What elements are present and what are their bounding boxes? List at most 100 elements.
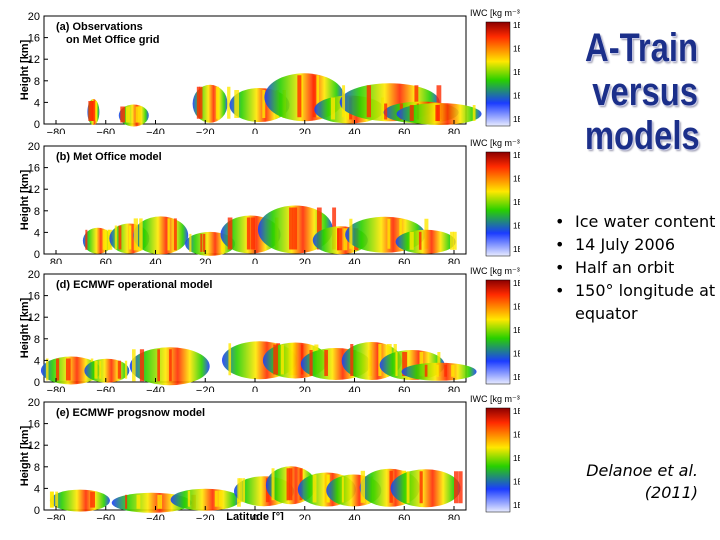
x-tick-label: −80 bbox=[47, 385, 66, 392]
y-axis-label: Height [km] bbox=[19, 425, 31, 486]
y-tick-label: 12 bbox=[28, 312, 40, 324]
y-tick-label: 20 bbox=[28, 397, 40, 409]
y-tick-label: 8 bbox=[34, 334, 40, 346]
cloud-streak bbox=[418, 231, 422, 250]
citation-authors: Delanoe et al. bbox=[586, 461, 698, 480]
panel-label: (e) ECMWF progsnow model bbox=[56, 407, 205, 419]
cloud-streak bbox=[312, 75, 316, 118]
panel-sublabel: on Met Office grid bbox=[66, 34, 160, 46]
cloud-streak bbox=[120, 106, 126, 123]
cloud-streak bbox=[366, 85, 372, 118]
x-tick-label: −80 bbox=[47, 513, 66, 520]
cloud-streak bbox=[46, 358, 49, 381]
y-tick-label: 16 bbox=[28, 419, 40, 431]
title-line-2: versus bbox=[592, 70, 698, 114]
colorbar-tick-label: 1E−4 bbox=[513, 45, 520, 54]
cloud-streak bbox=[453, 231, 457, 250]
colorbar-tick-label: 1E−6 bbox=[513, 92, 520, 101]
cloud-streak bbox=[342, 85, 346, 118]
cloud-streak bbox=[349, 218, 353, 249]
cloud-streak bbox=[55, 358, 60, 381]
colorbar-tick-label: 1E−3 bbox=[513, 279, 520, 288]
x-tick-label: −40 bbox=[146, 127, 165, 134]
cloud-streak bbox=[139, 218, 143, 251]
cloud-streak bbox=[189, 233, 192, 252]
colorbar bbox=[485, 279, 511, 385]
colorbar-tick-label: 1E−6 bbox=[513, 350, 520, 359]
bullet-orbit: Half an orbit bbox=[550, 256, 720, 279]
x-axis-label: Latitude [°] bbox=[226, 511, 284, 520]
citation: Delanoe et al. (2011) bbox=[560, 460, 698, 504]
x-tick-label: 0 bbox=[252, 513, 258, 520]
colorbar-tick-label: 1E−7 bbox=[513, 501, 520, 510]
x-tick-label: −20 bbox=[196, 513, 215, 520]
x-tick-label: 0 bbox=[252, 127, 258, 134]
x-tick-label: 20 bbox=[199, 257, 211, 264]
cloud-blob bbox=[390, 469, 461, 508]
cloud-streak bbox=[117, 360, 122, 379]
cloud-streak bbox=[300, 75, 303, 118]
panel-label: (b) Met Office model bbox=[56, 151, 162, 163]
cloud-blob bbox=[49, 489, 110, 512]
cloud-streak bbox=[337, 228, 342, 251]
cloud-streak bbox=[378, 344, 382, 376]
x-tick-label: 40 bbox=[348, 257, 360, 264]
cloud-streak bbox=[133, 218, 138, 251]
cloud-streak bbox=[262, 90, 266, 118]
y-tick-label: 4 bbox=[34, 97, 40, 109]
cloud-streak bbox=[214, 490, 218, 507]
cloud-streak bbox=[132, 349, 136, 382]
x-tick-label: 60 bbox=[398, 513, 410, 520]
cloud-blob bbox=[84, 358, 130, 383]
colorbar-tick-label: 1E−7 bbox=[513, 245, 520, 254]
cloud-streak bbox=[169, 349, 172, 382]
colorbar-tick-label: 1E−3 bbox=[513, 151, 520, 160]
cloud-streak bbox=[309, 350, 313, 376]
cloud-streak bbox=[395, 352, 398, 376]
cloud-streak bbox=[280, 344, 284, 375]
cloud-streak bbox=[250, 217, 256, 250]
cloud-streak bbox=[85, 229, 88, 250]
cloud-streak bbox=[436, 364, 439, 377]
cloud-streak bbox=[239, 478, 243, 503]
cloud-streak bbox=[436, 105, 439, 121]
cloud-streak bbox=[128, 225, 132, 250]
cloud-streak bbox=[451, 364, 455, 377]
cloud-streak bbox=[203, 233, 206, 252]
y-tick-label: 12 bbox=[28, 54, 40, 66]
colorbar-unit: IWC [kg m⁻³] bbox=[470, 266, 520, 276]
citation-year: (2011) bbox=[644, 483, 698, 502]
y-tick-label: 20 bbox=[28, 269, 40, 281]
title-line-3: models bbox=[584, 114, 700, 158]
y-tick-label: 16 bbox=[28, 163, 40, 175]
cloud-streak bbox=[173, 218, 177, 251]
cloud-streak bbox=[343, 228, 348, 251]
cloud-streak bbox=[384, 103, 388, 120]
y-tick-label: 4 bbox=[34, 227, 40, 239]
cloud-streak bbox=[94, 360, 98, 379]
y-tick-label: 0 bbox=[34, 377, 40, 389]
y-axis-label: Height [km] bbox=[19, 169, 31, 230]
cloud-streak bbox=[312, 474, 317, 503]
x-tick-label: 40 bbox=[149, 257, 161, 264]
cloud-streak bbox=[286, 468, 290, 501]
colorbar-tick-label: 1E−3 bbox=[513, 407, 520, 416]
x-tick-label: 0 bbox=[252, 385, 258, 392]
figure-panel: 20 16 12 8 4 0 Height [km] −80 −60 −40 −20 0 20 40 60 8… bbox=[0, 6, 532, 139]
cloud-streak bbox=[234, 90, 240, 118]
panel-label: (a) Observations bbox=[56, 21, 143, 33]
cloud-streak bbox=[139, 349, 145, 382]
cloud-streak bbox=[65, 358, 71, 381]
cloud-streak bbox=[102, 229, 108, 250]
y-tick-label: 8 bbox=[34, 462, 40, 474]
bullet-longitude: 150° longitude at equator bbox=[550, 279, 720, 325]
cloud-streak bbox=[409, 231, 414, 250]
colorbar bbox=[485, 21, 511, 127]
cloud-streak bbox=[125, 494, 128, 509]
y-axis-label: Height [km] bbox=[19, 297, 31, 358]
cloud-blob bbox=[40, 356, 101, 385]
cloud-streak bbox=[90, 491, 96, 508]
